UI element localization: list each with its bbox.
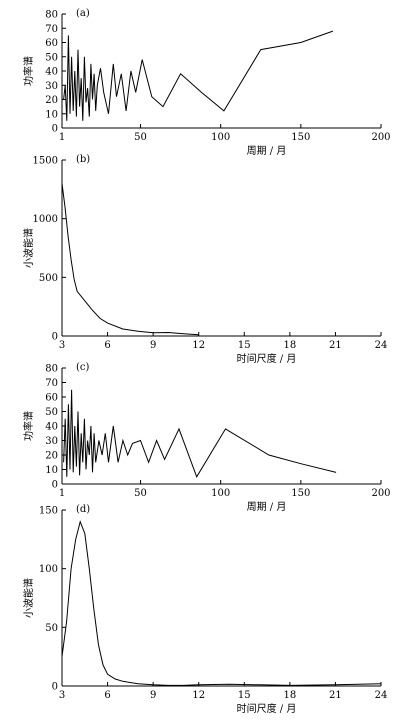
panel-2-x-tick-label: 9 xyxy=(150,340,156,351)
panel-4-x-tick-label: 18 xyxy=(283,690,296,701)
panel-4-x-tick-label: 15 xyxy=(238,690,251,701)
panel-1-x-tick-label: 50 xyxy=(134,132,147,143)
panel-3-series-line xyxy=(63,389,337,478)
panel-2-x-tick-label: 3 xyxy=(59,340,65,351)
panel-3-x-tick-label: 1 xyxy=(59,488,65,499)
panel-1-y-tick-label: 50 xyxy=(45,52,58,63)
panel-2-x-tick-label: 12 xyxy=(192,340,205,351)
panel-2-x-tick-label: 21 xyxy=(329,340,342,351)
panel-4-x-axis-title: 时间尺度 / 月 xyxy=(237,702,297,715)
panel-4-x-tick-label: 21 xyxy=(329,690,342,701)
panel-3-x-tick-label: 100 xyxy=(211,488,230,499)
panel-4-y-tick-label: 50 xyxy=(45,623,58,634)
panel-3-x-axis-title: 周期 / 月 xyxy=(247,501,287,513)
panel-3-y-tick-label: 60 xyxy=(45,393,58,404)
panel-4-x-tick-label: 24 xyxy=(375,690,388,701)
panel-1-y-tick-label: 0 xyxy=(52,124,58,135)
panel-3-x-tick-label: 200 xyxy=(371,488,390,499)
panel-2-y-tick-label: 0 xyxy=(52,332,58,343)
panel-1-x-tick-label: 100 xyxy=(211,132,230,143)
panel-1-y-tick-label: 80 xyxy=(45,10,58,21)
panel-1-y-tick-label: 30 xyxy=(45,81,58,92)
panel-4-y-tick-label: 0 xyxy=(52,682,58,693)
panel-1-y-tick-label: 60 xyxy=(45,38,58,49)
panel-2-y-axis-title: 小波能谱 xyxy=(22,228,35,268)
panel-1-label: (a) xyxy=(76,8,90,19)
panel-3-x-tick-label: 50 xyxy=(134,488,147,499)
panel-1-y-tick-label: 10 xyxy=(45,109,58,120)
panel-3-y-tick-label: 40 xyxy=(45,422,58,433)
panel-1-x-tick-label: 150 xyxy=(291,132,310,143)
panel-4-x-tick-label: 9 xyxy=(150,690,156,701)
panel-4-x-tick-label: 6 xyxy=(104,690,110,701)
panel-1-x-tick-label: 1 xyxy=(59,132,65,143)
panel-2-y-tick-label: 500 xyxy=(39,273,58,284)
panel-3-y-tick-label: 30 xyxy=(45,436,58,447)
panel-3-y-tick-label: 10 xyxy=(45,465,58,476)
panel-1-y-tick-label: 40 xyxy=(45,67,58,78)
panel-2-x-tick-label: 6 xyxy=(104,340,110,351)
panel-2-x-tick-label: 18 xyxy=(283,340,296,351)
panel-4-label: (d) xyxy=(76,504,90,515)
panel-2-y-tick-label: 1500 xyxy=(33,156,58,167)
panel-2-series-line xyxy=(61,183,199,336)
panel-2-y-tick-label: 1000 xyxy=(33,214,58,225)
panel-1-y-tick-label: 70 xyxy=(45,24,58,35)
panel-3-y-tick-label: 0 xyxy=(52,480,58,491)
panel-1-y-tick-label: 20 xyxy=(45,95,58,106)
panel-4-x-tick-label: 3 xyxy=(59,690,65,701)
panel-1-x-axis-title: 周期 / 月 xyxy=(247,145,287,157)
panel-3-y-tick-label: 20 xyxy=(45,451,58,462)
panel-3-y-axis-title: 功率谱 xyxy=(22,411,35,441)
panel-4-x-tick-label: 12 xyxy=(192,690,205,701)
panel-2-x-tick-label: 24 xyxy=(375,340,388,351)
panel-3-y-tick-label: 50 xyxy=(45,407,58,418)
panel-3-y-tick-label: 70 xyxy=(45,378,58,389)
panel-3-x-tick-label: 150 xyxy=(291,488,310,499)
panel-1-series-line xyxy=(63,30,334,121)
panel-4-series-line xyxy=(61,520,382,686)
panel-3-label: (c) xyxy=(76,362,90,373)
panel-1-x-tick-label: 200 xyxy=(371,132,390,143)
panel-4-y-tick-label: 100 xyxy=(39,564,58,575)
panel-1-y-axis-title: 功率谱 xyxy=(22,56,35,86)
panel-4-y-axis-title: 小波能谱 xyxy=(22,578,35,618)
panel-2-label: (b) xyxy=(76,154,90,165)
panel-3-y-tick-label: 80 xyxy=(45,364,58,375)
panel-4-y-tick-label: 150 xyxy=(39,506,58,517)
panel-2-x-axis-title: 时间尺度 / 月 xyxy=(237,352,297,365)
panel-2-x-tick-label: 15 xyxy=(238,340,251,351)
